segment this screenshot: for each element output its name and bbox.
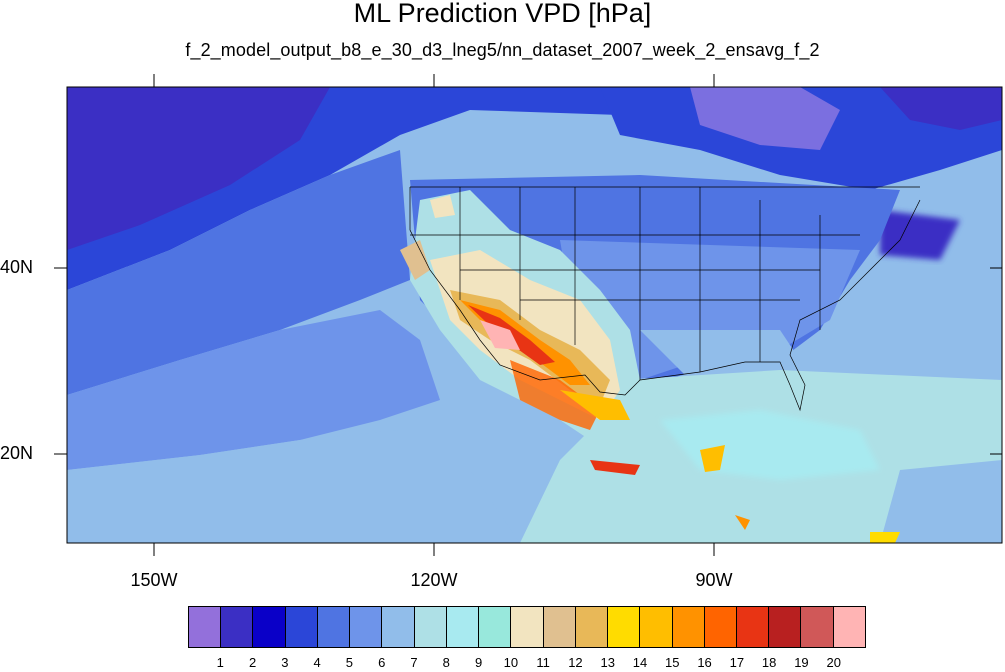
colorbar-level-label: 4	[313, 655, 321, 670]
colorbar-swatch	[285, 607, 318, 647]
colorbar-level-label: 15	[665, 655, 680, 670]
colorbar-swatch	[511, 607, 544, 647]
lon-label-120w: 120W	[410, 570, 458, 590]
colorbar-swatch	[608, 607, 641, 647]
colorbar-level-label: 18	[761, 655, 777, 670]
boundaries	[409, 186, 921, 412]
colorbar	[188, 606, 866, 648]
colorbar-level-label: 17	[729, 655, 745, 670]
colorbar-level-label: 12	[568, 655, 583, 670]
colorbar-swatch	[350, 607, 383, 647]
colorbar-level-label: 14	[632, 655, 648, 670]
colorbar-level-label: 9	[474, 655, 483, 670]
colorbar-level-label: 6	[378, 655, 386, 670]
colorbar-swatch	[479, 607, 512, 647]
colorbar-level-label: 7	[410, 655, 418, 670]
colorbar-swatch	[704, 607, 737, 647]
colorbar-level-label: 16	[697, 655, 712, 670]
colorbar-level-label: 20	[826, 655, 841, 670]
colorbar-swatch	[446, 607, 480, 647]
colorbar-level-label: 5	[345, 655, 354, 670]
colorbar-swatch	[382, 607, 415, 647]
lat-label-40n: 40N	[0, 257, 34, 277]
colorbar-level-label: 2	[248, 655, 257, 670]
colorbar-swatch	[640, 607, 673, 647]
chart-subtitle: f_2_model_output_b8_e_30_d3_lneg5/nn_dat…	[185, 40, 820, 60]
colorbar-level-label: 10	[503, 655, 519, 670]
colorbar-swatch	[188, 607, 222, 647]
tick-marks	[54, 74, 1002, 556]
colorbar-swatch	[736, 607, 770, 647]
colorbar-level-label: 3	[281, 655, 289, 670]
colorbar-swatch	[221, 607, 254, 647]
colorbar-level-label: 11	[536, 655, 550, 670]
lat-label-20n: 20N	[0, 443, 34, 463]
colorbar-swatch	[801, 607, 834, 647]
colorbar-level-label: 8	[442, 655, 450, 670]
vpd-map	[54, 74, 1003, 556]
colorbar-level-label: 1	[216, 655, 224, 670]
colorbar-swatch	[253, 607, 286, 647]
colorbar-swatch	[575, 607, 609, 647]
lon-label-150w: 150W	[130, 570, 178, 590]
colorbar-swatch	[317, 607, 351, 647]
colorbar-level-label: 19	[794, 655, 809, 670]
colorbar-swatch	[414, 607, 447, 647]
colorbar-swatch	[833, 607, 866, 647]
map-frame	[66, 86, 1003, 544]
colorbar-level-label: 13	[600, 655, 615, 670]
chart-title: ML Prediction VPD [hPa]	[353, 0, 652, 28]
colorbar-swatch	[543, 607, 576, 647]
vpd-field	[67, 87, 1002, 543]
colorbar-swatch	[672, 607, 705, 647]
colorbar-swatch	[769, 607, 802, 647]
lon-label-90w: 90W	[695, 570, 733, 590]
